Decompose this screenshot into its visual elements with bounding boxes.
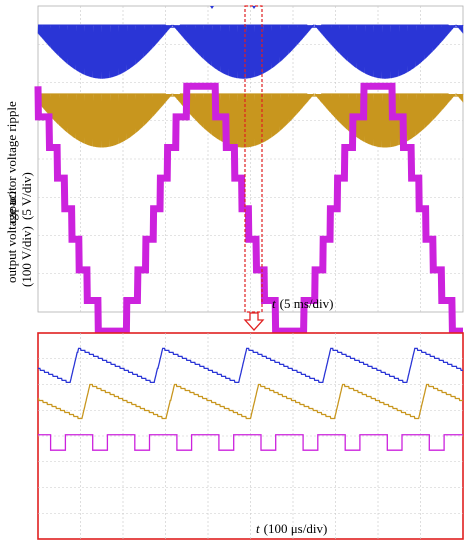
lower-xlabel-var: t	[256, 521, 260, 536]
zoom-window	[244, 5, 263, 313]
lower-chart: t (100 μs/div)	[37, 332, 464, 540]
upper-ylabel: capacitor voltage ripple (5 V/div) outpu…	[4, 101, 34, 287]
lower-xlabel: t (100 μs/div)	[256, 521, 327, 536]
upper-xlabel-var: t	[272, 296, 276, 311]
lower-series-0-sawtooth	[38, 347, 463, 384]
upper-xlabel-units: (5 ms/div)	[280, 296, 334, 311]
lower-grid	[38, 333, 463, 539]
upper-chart: capacitor voltage ripple (5 V/div) outpu…	[4, 5, 464, 335]
lower-series-1-sawtooth	[37, 383, 463, 420]
lower-series	[37, 347, 463, 451]
cursor-marker-icon	[252, 6, 256, 9]
zoom-arrow	[243, 312, 265, 331]
lower-series-2-pwm_pulses	[38, 434, 463, 451]
upper-series-0-ripple	[37, 24, 464, 79]
ylabel-output-units: (100 V/div)	[19, 226, 34, 287]
ylabel-capacitor-units: (5 V/div)	[19, 172, 34, 220]
upper-series	[34, 24, 464, 335]
upper-series-1-ripple	[37, 93, 464, 148]
upper-xlabel: t (5 ms/div)	[272, 296, 333, 311]
ylabel-output-sub: O	[8, 191, 19, 198]
upper-series-2-staircase	[34, 82, 463, 335]
ylabel-output: output voltage uO	[4, 191, 19, 283]
trigger-marker-icon	[210, 6, 214, 9]
lower-xlabel-units: (100 μs/div)	[264, 521, 328, 536]
ylabel-output-main: output voltage u	[4, 198, 19, 283]
ylabel-capacitor: capacitor voltage ripple	[4, 101, 19, 224]
upper-series-0-baseline	[38, 24, 464, 28]
zoom-arrow-icon	[243, 312, 265, 331]
